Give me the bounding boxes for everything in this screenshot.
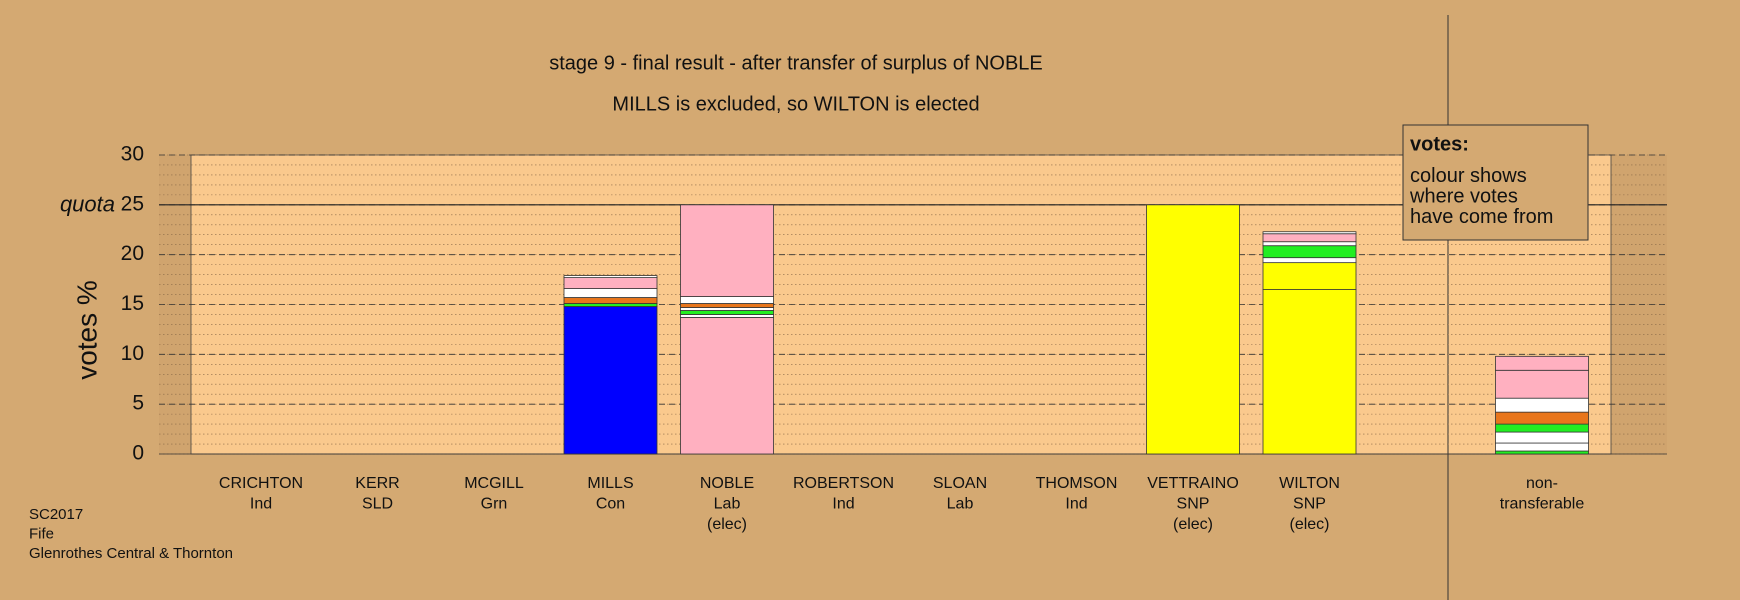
bar-segment xyxy=(1262,289,1357,455)
bar-segment xyxy=(563,277,658,289)
bar-segment xyxy=(680,314,774,318)
x-tick-label: non- xyxy=(1526,475,1558,492)
x-tick-label: Con xyxy=(596,496,625,513)
bar-segment xyxy=(1495,411,1589,425)
bar-segment xyxy=(1495,369,1589,399)
bar-segment xyxy=(563,306,658,455)
bar-segment xyxy=(1262,241,1357,247)
x-tick-label: CRICHTON xyxy=(219,475,303,492)
x-tick-label: (elec) xyxy=(1173,516,1213,533)
bar-segment xyxy=(1495,397,1589,413)
bar-segment xyxy=(1262,257,1357,264)
x-tick-label: ROBERTSON xyxy=(793,475,894,492)
footer-text: Fife xyxy=(29,525,54,542)
legend-text: have come from xyxy=(1410,206,1553,228)
x-tick-label: SNP xyxy=(1293,496,1326,513)
quota-label: quota xyxy=(60,192,115,217)
x-tick-label: Ind xyxy=(1065,496,1087,513)
bar-segment xyxy=(1262,245,1357,259)
y-axis-label: votes % xyxy=(71,280,102,380)
x-tick-label: MILLS xyxy=(587,475,633,492)
x-tick-label: Lab xyxy=(947,496,974,513)
labels: 0 5 10 15 20 25 30 quota CRICHTON Ind KERR SLD MCGIL… xyxy=(60,143,1584,534)
bar-segment xyxy=(1495,355,1589,371)
bar-segment xyxy=(1262,233,1357,243)
footer: SC2017 Fife Glenrothes Central & Thornton xyxy=(29,506,233,562)
x-tick-label: Ind xyxy=(250,496,272,513)
bar-segment xyxy=(1495,431,1589,444)
x-tick-label: Lab xyxy=(714,496,741,513)
x-tick-label: VETTRAINO xyxy=(1147,475,1239,492)
bar-segment xyxy=(563,275,658,278)
x-tick-label: Grn xyxy=(481,496,508,513)
x-tick-label: (elec) xyxy=(707,516,747,533)
x-tick-label: SLOAN xyxy=(933,475,987,492)
bar-segment xyxy=(1495,450,1589,455)
legend-title: votes: xyxy=(1410,133,1469,155)
bar-segment xyxy=(680,296,774,304)
bar-segment xyxy=(563,288,658,298)
x-tick-label: Ind xyxy=(832,496,854,513)
bars xyxy=(563,204,1589,455)
chart-title: stage 9 - final result - after transfer … xyxy=(549,52,1043,74)
y-tick-label: 30 xyxy=(121,143,144,166)
x-tick-label: MCGILL xyxy=(464,475,524,492)
y-tick-label: 10 xyxy=(121,342,144,365)
y-tick-label: 15 xyxy=(121,292,144,315)
footer-text: SC2017 xyxy=(29,506,83,523)
y-tick-label: 25 xyxy=(121,192,144,215)
bar-segment xyxy=(1146,204,1240,455)
legend-text: colour shows xyxy=(1410,165,1527,187)
bar-segment xyxy=(680,303,774,308)
bar-segment xyxy=(1262,231,1357,235)
bar-segment xyxy=(1262,262,1357,290)
x-tick-label: NOBLE xyxy=(700,475,754,492)
y-tick-label: 0 xyxy=(132,442,144,465)
x-tick-label: SLD xyxy=(362,496,393,513)
bar-segment xyxy=(1495,442,1589,452)
x-tick-label: SNP xyxy=(1177,496,1210,513)
bar-segment xyxy=(1495,423,1589,433)
legend-box xyxy=(1402,124,1589,241)
grid xyxy=(159,154,1667,455)
chart-subtitle: MILLS is excluded, so WILTON is elected xyxy=(612,93,979,115)
legend-text: where votes xyxy=(1409,185,1518,207)
bar-segment xyxy=(563,297,658,304)
y-tick-label: 5 xyxy=(132,392,144,415)
x-tick-label: THOMSON xyxy=(1036,475,1118,492)
bar-segment xyxy=(680,307,774,311)
bar-segment xyxy=(563,303,658,307)
bar-segment xyxy=(680,310,774,315)
x-tick-label: WILTON xyxy=(1279,475,1340,492)
x-tick-label: (elec) xyxy=(1289,516,1329,533)
bar-segment xyxy=(680,204,774,297)
bar-segment xyxy=(680,317,774,455)
x-tick-label: transferable xyxy=(1500,496,1585,513)
x-tick-label: KERR xyxy=(355,475,399,492)
y-tick-label: 20 xyxy=(121,242,144,265)
footer-text: Glenrothes Central & Thornton xyxy=(29,545,233,562)
